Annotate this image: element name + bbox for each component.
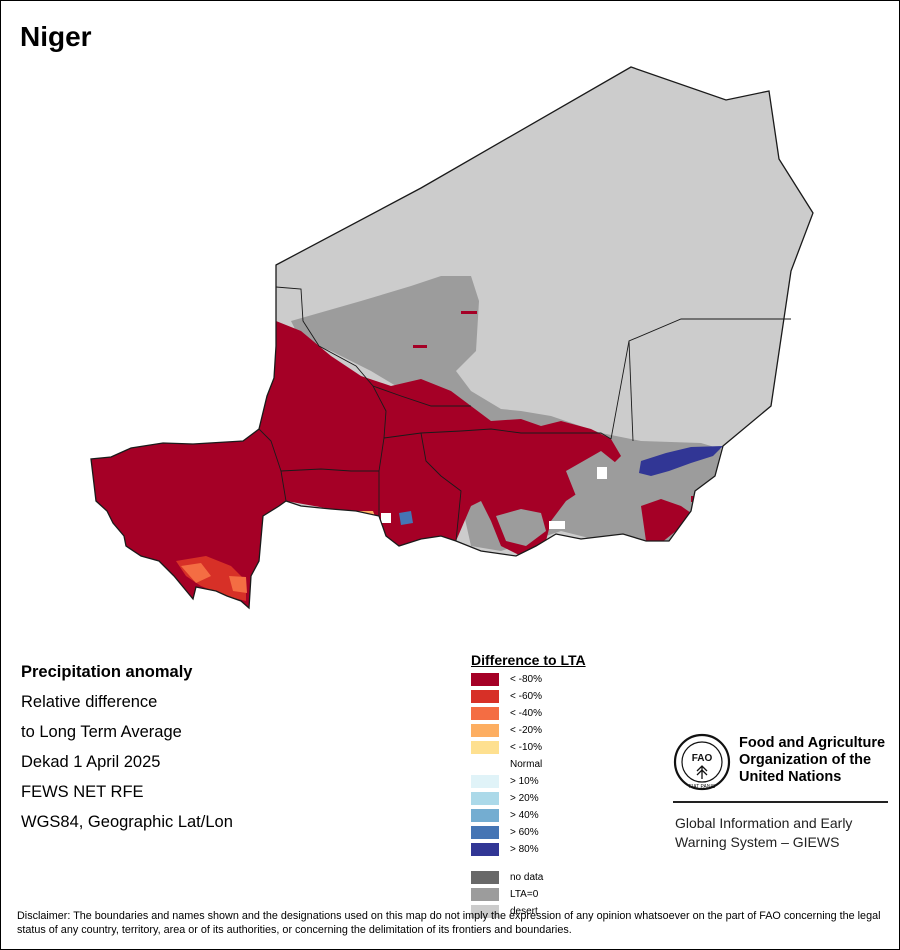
svg-text:FAO: FAO bbox=[692, 753, 713, 764]
legend-swatch bbox=[471, 775, 499, 788]
legend-label: desert bbox=[510, 906, 538, 917]
legend-label: < -40% bbox=[510, 708, 542, 719]
info-line: FEWS NET RFE bbox=[21, 783, 144, 801]
country-boundary bbox=[90, 66, 814, 610]
lta-zero-patch bbox=[496, 509, 546, 546]
legend-swatch bbox=[471, 673, 499, 686]
legend-title: Difference to LTA bbox=[471, 652, 586, 668]
info-heading: Precipitation anomaly bbox=[21, 663, 193, 681]
info-line: Dekad 1 April 2025 bbox=[21, 753, 161, 771]
fao-name-line: United Nations bbox=[739, 769, 842, 785]
fao-name-line: Organization of the bbox=[739, 752, 872, 768]
legend-swatch bbox=[471, 792, 499, 805]
legend-swatch bbox=[471, 888, 499, 901]
legend-swatch bbox=[471, 707, 499, 720]
deficit-40-patch bbox=[229, 576, 247, 593]
legend-label: < -60% bbox=[510, 691, 542, 702]
divider bbox=[673, 801, 888, 803]
giews-name: Global Information and Early Warning Sys… bbox=[675, 814, 852, 852]
fao-name-line: Food and Agriculture bbox=[739, 735, 886, 751]
legend-label: > 40% bbox=[510, 810, 539, 821]
info-line: to Long Term Average bbox=[21, 723, 182, 741]
legend-swatch bbox=[471, 724, 499, 737]
legend-swatch bbox=[471, 826, 499, 839]
map-legend: Difference to LTA < -80% < -60% < -40% < -2… bbox=[471, 652, 586, 918]
legend-label: LTA=0 bbox=[510, 889, 539, 900]
legend-swatch bbox=[471, 905, 499, 918]
normal-patch bbox=[549, 521, 565, 529]
info-line: Relative difference bbox=[21, 693, 158, 711]
map-info: Precipitation anomaly Relative differenc… bbox=[21, 657, 233, 837]
fao-logo-motto: FIAT PANIS bbox=[689, 784, 716, 790]
normal-patch bbox=[597, 467, 607, 479]
wet-60-patch bbox=[399, 511, 413, 525]
legend-label: no data bbox=[510, 872, 544, 883]
wet-80-patch bbox=[639, 446, 723, 476]
giews-line: Warning System – GIEWS bbox=[675, 834, 840, 850]
legend-label: > 60% bbox=[510, 827, 539, 838]
niger-map bbox=[90, 66, 814, 610]
legend-swatch bbox=[471, 843, 499, 856]
legend-label: < -80% bbox=[510, 674, 542, 685]
legend-swatch bbox=[471, 809, 499, 822]
legend-label: Normal bbox=[510, 759, 543, 770]
legend-swatch bbox=[471, 690, 499, 703]
legend-swatch bbox=[471, 741, 499, 754]
deficit-zone-east bbox=[641, 499, 691, 543]
deficit-20-patch bbox=[356, 511, 376, 521]
deficit-speck bbox=[461, 311, 477, 314]
legend-label: > 20% bbox=[510, 793, 539, 804]
legend-label: < -10% bbox=[510, 742, 542, 753]
legend-label: > 80% bbox=[510, 844, 539, 855]
deficit-speck bbox=[691, 496, 699, 502]
legend-label: < -20% bbox=[510, 725, 542, 736]
lta-zero-zone bbox=[291, 276, 721, 551]
map-title: Niger bbox=[20, 21, 92, 52]
deficit-40-patch bbox=[181, 563, 211, 583]
normal-patch bbox=[381, 513, 391, 523]
admin-boundaries bbox=[258, 286, 791, 542]
info-line: WGS84, Geographic Lat/Lon bbox=[21, 813, 233, 831]
legend-swatch bbox=[471, 871, 499, 884]
fao-logo-icon: FAO FIAT PANIS bbox=[673, 733, 731, 791]
disclaimer: Disclaimer: The boundaries and names sho… bbox=[17, 910, 881, 936]
legend-label: > 10% bbox=[510, 776, 539, 787]
lta-zero-patch bbox=[566, 451, 616, 496]
giews-line: Global Information and Early bbox=[675, 815, 853, 831]
fao-name: Food and Agriculture Organization of the… bbox=[739, 735, 885, 786]
deficit-speck bbox=[413, 345, 427, 348]
